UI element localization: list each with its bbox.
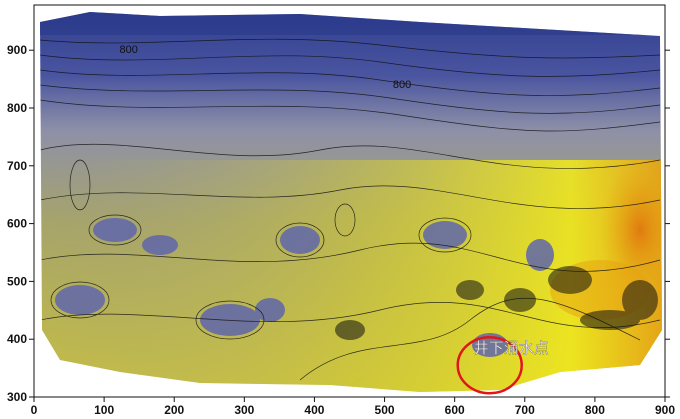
y-tick-label: 400 [7, 332, 27, 346]
contour-surface [40, 12, 662, 392]
contour-labels: 800 800 [119, 44, 411, 91]
y-tick-label: 700 [7, 159, 27, 173]
y-tick-label: 600 [7, 217, 27, 231]
x-tick-label: 600 [445, 403, 465, 417]
x-tick-label: 800 [585, 403, 605, 417]
y-tick-label: 800 [7, 101, 27, 115]
x-tick-label: 500 [375, 403, 395, 417]
x-tick-label: 100 [94, 403, 114, 417]
plot-frame [33, 4, 666, 398]
x-tick-label: 900 [655, 403, 675, 417]
x-tick-label: 700 [515, 403, 535, 417]
y-axis: 300 400 500 600 700 800 900 [7, 43, 670, 404]
annotation-circle-marker [456, 335, 523, 395]
y-tick-label: 300 [7, 390, 27, 404]
contour-label: 800 [119, 44, 137, 56]
contour-label: 800 [393, 79, 411, 91]
annotation-label: 井下涌水点 [474, 339, 549, 357]
x-tick-label: 0 [31, 403, 38, 417]
annotation: 井下涌水点 [456, 335, 549, 395]
y-tick-label: 500 [7, 274, 27, 288]
y-tick-label: 900 [7, 43, 27, 57]
x-tick-label: 400 [304, 403, 324, 417]
x-tick-label: 200 [164, 403, 184, 417]
x-axis: 0 100 200 300 400 500 600 700 800 900 [31, 397, 675, 417]
x-tick-label: 300 [234, 403, 254, 417]
